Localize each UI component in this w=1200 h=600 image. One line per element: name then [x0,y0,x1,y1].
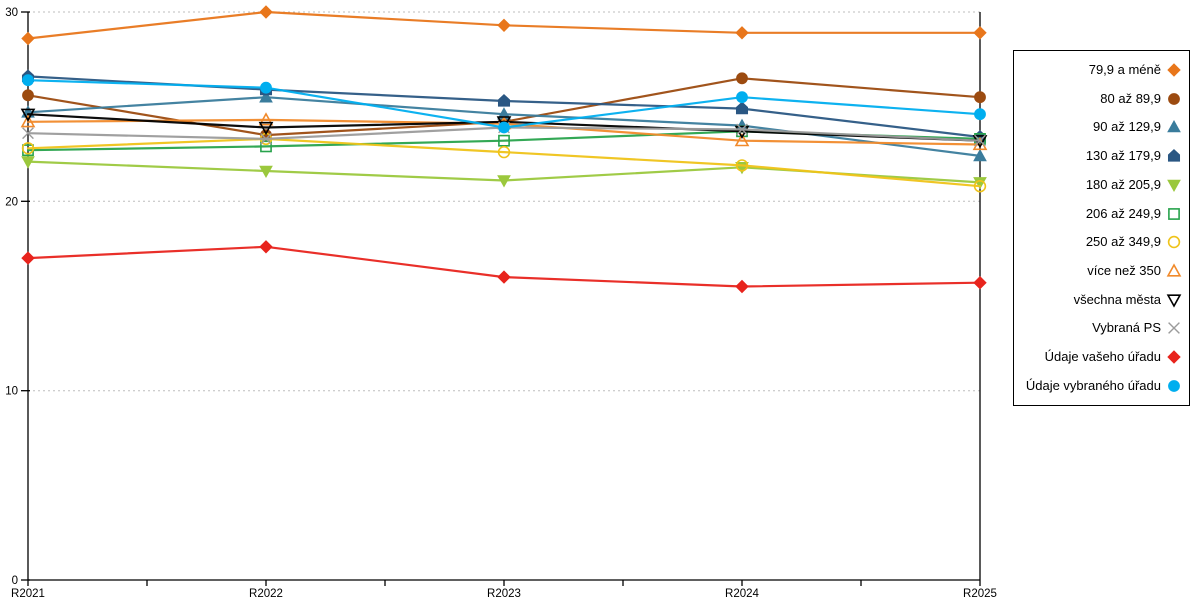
series-marker-triangle-down-icon [259,165,273,179]
y-axis-tick-label: 30 [5,7,18,19]
legend-item-label: Údaje vybraného úřadu [1025,377,1161,393]
series-marker-diamond-icon [259,5,273,19]
series-marker-circle-icon [498,121,510,134]
series-marker-triangle-down-icon [21,156,35,169]
series-marker-diamond-icon [21,31,35,46]
legend-item-label: Vybraná PS [1092,320,1161,336]
legend-item: Údaje vašeho úřadu [1018,343,1182,371]
series-marker-circle-icon [497,145,511,159]
legend-marker-x-icon [1168,322,1180,335]
legend-marker-pentagon-icon [1167,149,1181,162]
legend-item-label: 79,9 a méně [1088,62,1161,77]
legend-item: všechna města [1018,286,1182,314]
legend-marker-triangle-down-icon [1166,294,1182,308]
series-marker-x-icon [22,127,34,140]
series-marker-diamond-icon [497,270,511,284]
series-marker-square-icon [260,140,272,153]
legend-item: 79,9 a méně [1018,56,1182,84]
series-marker-pentagon-icon [497,94,511,107]
legend-item-label: 130 až 179,9 [1085,148,1161,164]
series-marker-diamond-icon [973,26,987,40]
legend-marker-diamond-icon [1167,350,1181,364]
y-axis-tick-label: 10 [5,386,18,398]
legend-marker-circle-icon [1167,236,1181,249]
legend-item-label: 180 až 205,9 [1085,176,1161,192]
series-marker-triangle-up-icon [259,90,273,103]
series-marker-circle-icon [974,91,986,104]
series-marker-diamond-icon [735,279,749,294]
series-marker-triangle-down-icon [973,177,987,190]
series-marker-diamond-icon [497,18,511,33]
series-marker-circle-icon [735,159,749,172]
legend-item: více než 350 [1018,257,1182,285]
series-marker-x-icon [260,133,272,145]
y-axis-tick-label: 0 [12,575,18,587]
x-axis-tick-label: R2023 [487,588,521,600]
series-marker-circle-icon [973,180,987,193]
series-marker-circle-icon [21,142,35,155]
legend-item: 90 až 129,9 [1018,113,1182,141]
series-marker-diamond-icon [735,26,749,40]
legend-item: 80 až 89,9 [1018,85,1182,113]
y-axis-tick-label: 20 [5,196,18,208]
series-marker-triangle-up-icon [258,112,274,126]
x-axis-tick-label: R2025 [963,588,997,600]
legend-item-label: Údaje vašeho úřadu [1044,349,1161,365]
legend-marker-triangle-up-icon [1167,120,1181,133]
legend-item-label: všechna města [1073,291,1161,307]
x-axis-tick-label: R2024 [725,588,759,600]
legend-item-label: 206 až 249,9 [1085,205,1161,221]
legend-item-label: více než 350 [1087,263,1161,279]
series-marker-triangle-up-icon [973,148,987,162]
series-marker-pentagon-icon [735,101,749,115]
series-4 [21,156,987,190]
series-marker-x-icon [736,123,748,136]
series-marker-circle-icon [736,72,748,85]
series-marker-diamond-icon [259,240,273,254]
legend-item: Údaje vybraného úřadu [1018,372,1182,400]
series-marker-diamond-icon [21,251,35,265]
series-11 [22,74,986,134]
legend-item: 250 až 349,9 [1018,228,1182,256]
series-marker-triangle-up-icon [20,114,36,128]
legend-item: 180 až 205,9 [1018,171,1182,199]
legend-marker-triangle-down-icon [1167,179,1181,192]
legend-marker-circle-icon [1168,92,1180,105]
series-marker-circle-icon [736,91,748,104]
legend-item-label: 90 až 129,9 [1093,119,1161,135]
legend-item-label: 250 až 349,9 [1085,234,1161,250]
legend-marker-diamond-icon [1167,63,1181,77]
series-marker-triangle-down-icon [497,175,511,188]
series-marker-square-icon [498,134,510,147]
chart-legend: 79,9 a méně 80 až 89,9 90 až 129,9 130 až 1… [1013,50,1190,406]
series-marker-circle-icon [974,108,986,121]
series-marker-triangle-up-icon [734,133,750,147]
x-axis-tick-label: R2022 [249,588,283,600]
series-marker-triangle-down-icon [258,121,274,136]
series-0 [21,5,987,46]
legend-item: Vybraná PS [1018,314,1182,342]
legend-item: 130 až 179,9 [1018,142,1182,170]
series-marker-circle-icon [260,81,272,94]
legend-marker-square-icon [1168,207,1180,220]
legend-item: 206 až 249,9 [1018,200,1182,228]
series-marker-triangle-down-icon [20,108,36,122]
series-10 [21,240,987,294]
x-axis-tick-label: R2021 [11,588,45,600]
series-line [26,137,982,188]
series-marker-triangle-down-icon [496,116,512,130]
legend-item-label: 80 až 89,9 [1100,90,1161,106]
legend-marker-triangle-up-icon [1166,263,1182,277]
legend-marker-circle-icon [1168,380,1180,392]
series-marker-x-icon [974,134,986,147]
series-marker-diamond-icon [973,275,987,290]
series-marker-circle-icon [22,74,34,87]
series-marker-circle-icon [22,89,34,102]
series-2 [21,90,987,162]
